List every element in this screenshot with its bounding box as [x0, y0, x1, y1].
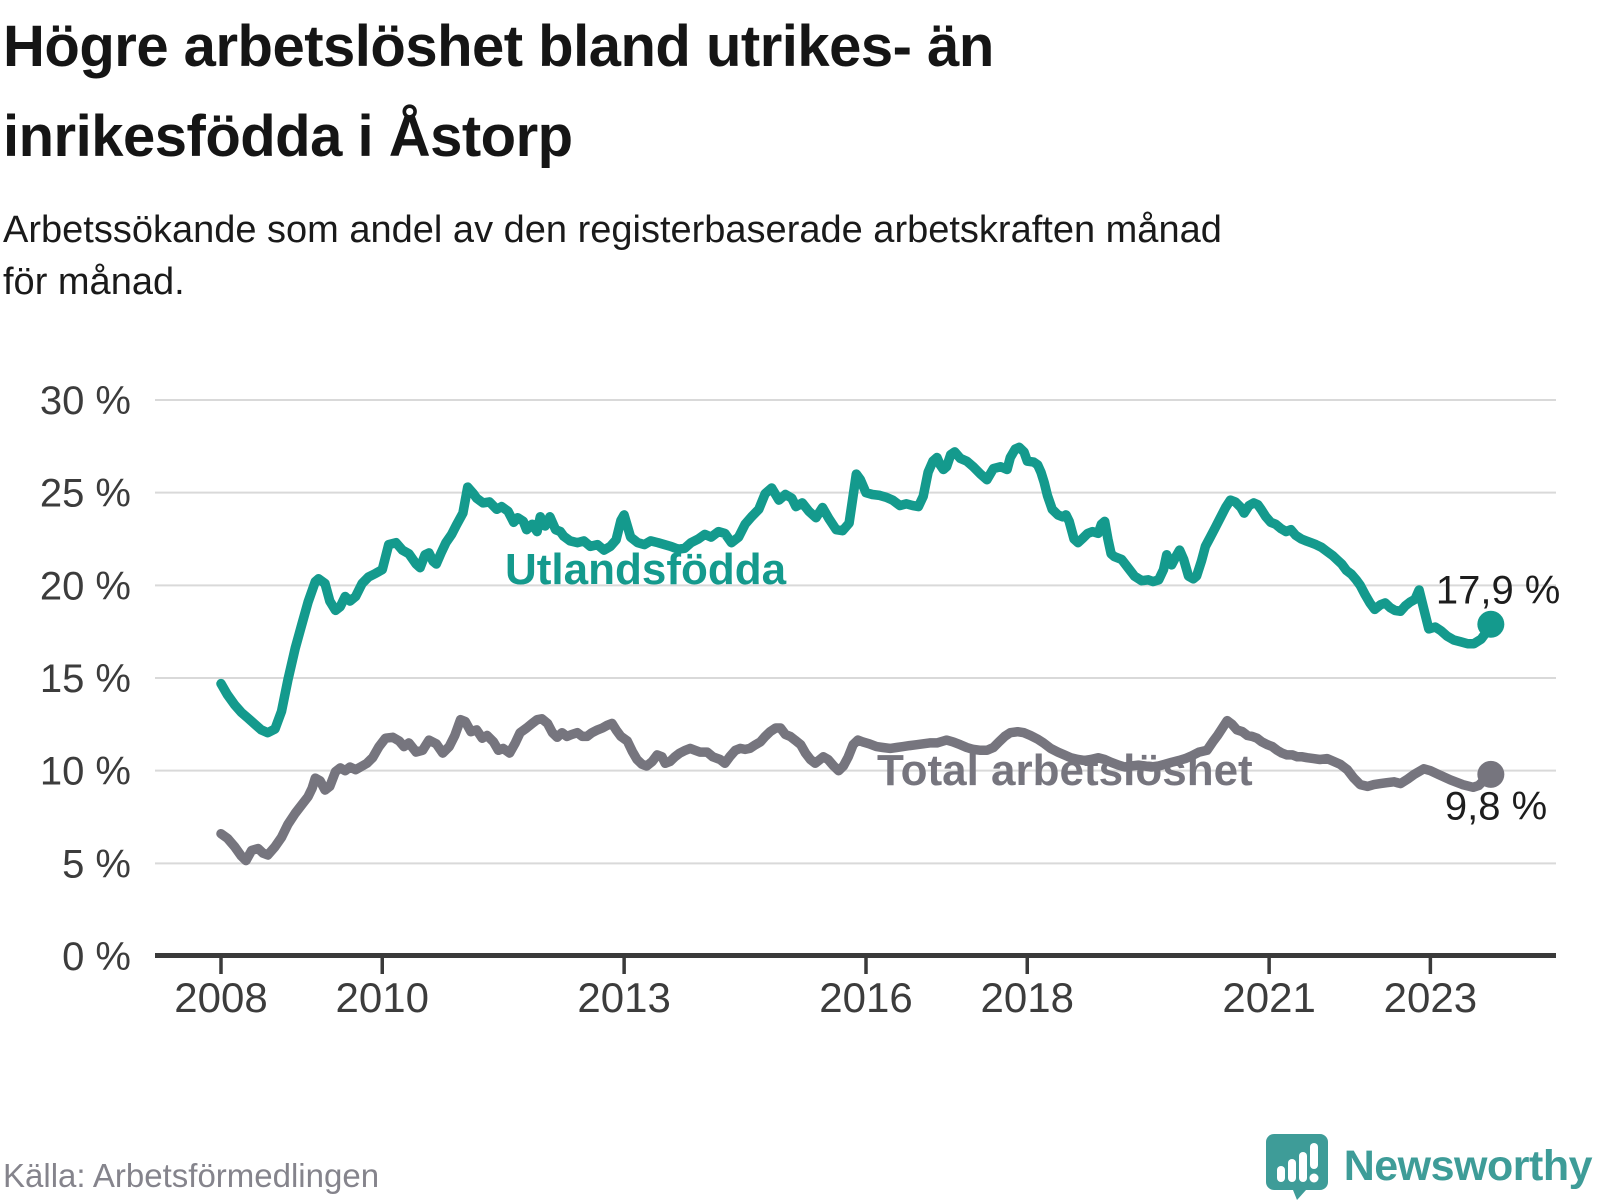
x-tick-label-2010: 2010 — [336, 974, 429, 1021]
newsworthy-logo-icon — [1265, 1134, 1328, 1200]
y-tick-label-20: 20 % — [40, 564, 131, 608]
brand-name: Newsworthy — [1343, 1141, 1593, 1190]
subtitle-line-2: för månad. — [3, 261, 185, 304]
x-tick-label-2016: 2016 — [819, 974, 912, 1021]
x-tick-label-2023: 2023 — [1384, 974, 1477, 1021]
title-line-2: inrikesfödda i Åstorp — [3, 103, 573, 169]
logo-bubble-shape — [1265, 1134, 1328, 1200]
data-series — [216, 442, 1505, 866]
series-annotations: Utlandsfödda 17,9 % Total arbetslöshet 9,8 … — [505, 545, 1560, 828]
source-note: Källa: Arbetsförmedlingen — [3, 1157, 380, 1194]
logo-bar-1 — [1276, 1166, 1285, 1182]
x-tick-label-2021: 2021 — [1222, 974, 1315, 1021]
x-tick-label-2018: 2018 — [981, 974, 1074, 1021]
series-end-dot-total — [1477, 760, 1505, 788]
end-value-label-total: 9,8 % — [1445, 784, 1547, 828]
series-end-dot-utlandsfodda — [1477, 610, 1505, 638]
series-label-total: Total arbetslöshet — [877, 746, 1253, 795]
logo-exclamation-dot — [1309, 1173, 1319, 1183]
title-line-1: Högre arbetslöshet bland utrikes- än — [3, 14, 994, 79]
page-title: Högre arbetslöshet bland utrikes- än inr… — [3, 2, 1563, 182]
x-tick-label-2008: 2008 — [174, 974, 267, 1021]
x-tick-label-2013: 2013 — [577, 974, 670, 1021]
subtitle-line-1: Arbetssökande som andel av den registerb… — [3, 209, 1222, 251]
end-value-label-utlandsfodda: 17,9 % — [1436, 568, 1561, 612]
logo-exclamation-bar — [1309, 1143, 1318, 1169]
y-axis-tick-labels: 0 % 5 % 10 % 15 % 20 % 25 % 30 % — [40, 379, 131, 979]
y-tick-label-30: 30 % — [40, 379, 131, 423]
x-axis-tick-labels: 2008 2010 2013 2016 2018 2021 2023 — [174, 974, 1477, 1021]
logo-bar-3 — [1298, 1152, 1307, 1182]
series-label-utlandsfodda: Utlandsfödda — [505, 545, 787, 594]
y-tick-label-15: 15 % — [40, 657, 131, 701]
x-axis — [155, 953, 1556, 974]
chart-subtitle: Arbetssökande som andel av den registerb… — [3, 204, 1563, 309]
logo-bar-2 — [1287, 1159, 1296, 1182]
x-axis-line — [155, 953, 1556, 958]
brand-lockup: Newsworthy — [1264, 1132, 1593, 1200]
series-line-utlandsfodda — [216, 442, 1496, 738]
y-tick-label-25: 25 % — [40, 472, 131, 516]
y-tick-label-5: 5 % — [62, 842, 131, 886]
series-line-total — [216, 714, 1496, 866]
y-tick-label-10: 10 % — [40, 750, 131, 794]
y-tick-label-0: 0 % — [62, 935, 131, 979]
